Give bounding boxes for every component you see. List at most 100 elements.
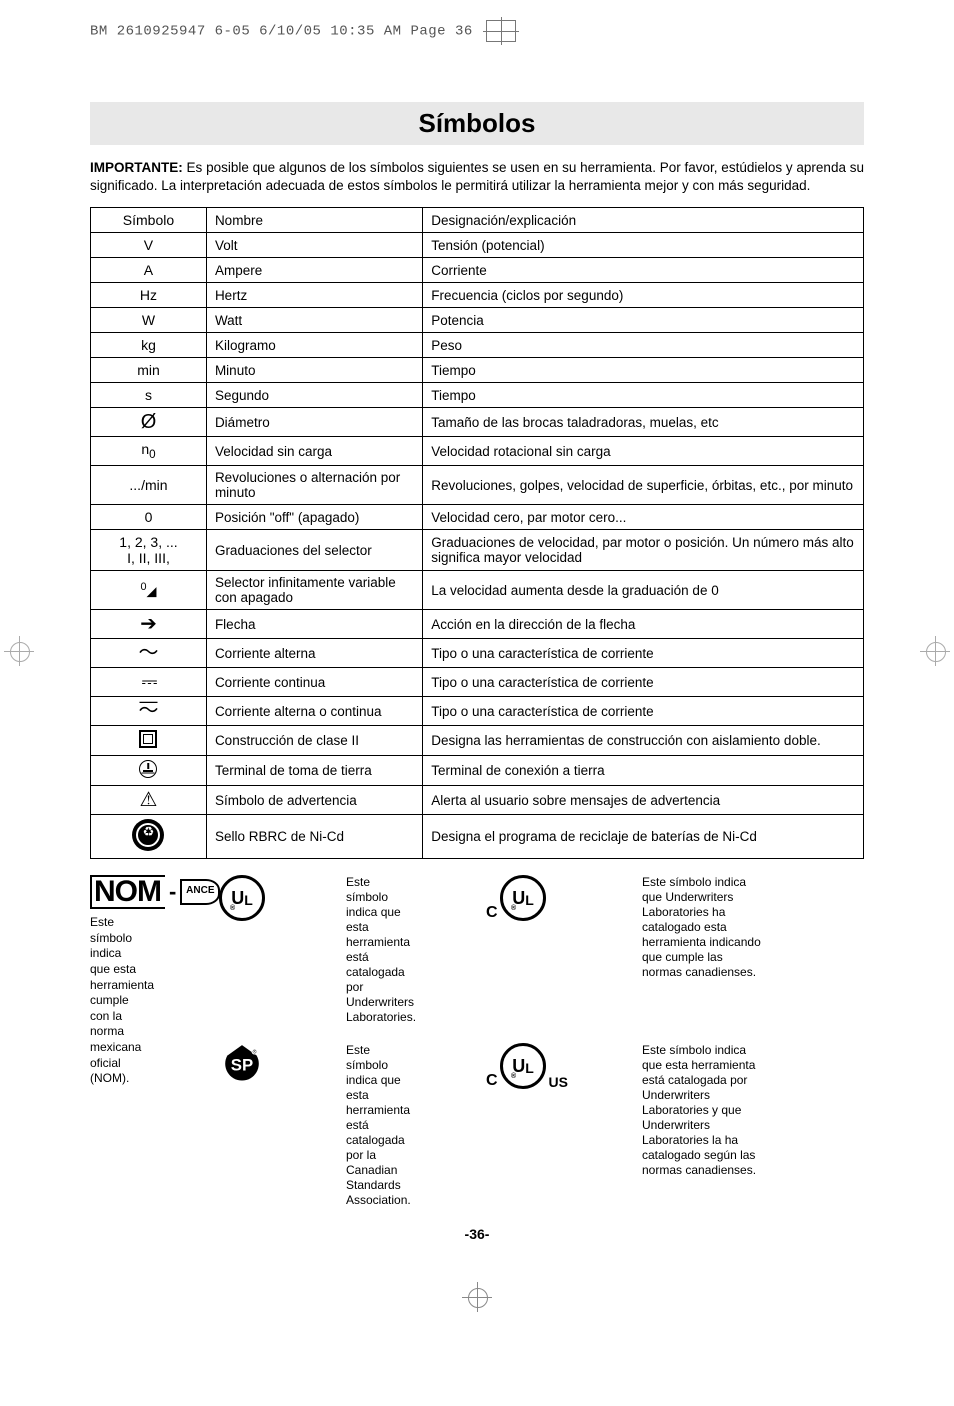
table-row: AAmpereCorriente — [91, 258, 864, 283]
crop-mark-bottom-icon — [462, 1282, 492, 1312]
name-cell: Kilogramo — [206, 333, 422, 358]
cul-icon: C UL® — [500, 875, 546, 921]
intro-bold: IMPORTANTE: — [90, 160, 183, 175]
name-cell: Corriente alterna o continua — [206, 697, 422, 726]
table-row: ⚠Símbolo de advertenciaAlerta al usuario… — [91, 786, 864, 815]
desc-cell: Velocidad rotacional sin carga — [423, 437, 864, 466]
table-row: 1, 2, 3, ...I, II, III,Graduaciones del … — [91, 530, 864, 571]
table-row: 〜—Corriente alterna o continuaTipo o una… — [91, 697, 864, 726]
symbol-cell: 0 — [91, 505, 207, 530]
desc-cell: Potencia — [423, 308, 864, 333]
symbol-cell: Ø — [91, 408, 207, 437]
symbols-table: Símbolo Nombre Designación/explicación V… — [90, 207, 864, 859]
table-row: Terminal de toma de tierraTerminal de co… — [91, 756, 864, 786]
desc-cell: Acción en la dirección de la flecha — [423, 610, 864, 639]
name-cell: Corriente alterna — [206, 639, 422, 668]
name-cell: Hertz — [206, 283, 422, 308]
name-cell: Sello RBRC de Ni-Cd — [206, 815, 422, 859]
col-header-name: Nombre — [206, 208, 422, 233]
col-header-symbol: Símbolo — [91, 208, 207, 233]
culus-desc: Este símbolo indica que esta herramienta… — [642, 1043, 762, 1178]
svg-text:SP: SP — [231, 1056, 253, 1075]
csa-desc: Este símbolo indica que esta herramienta… — [346, 1043, 404, 1208]
desc-cell: Tiempo — [423, 358, 864, 383]
nom-leaf-icon: ANCE — [180, 879, 220, 905]
intro-paragraph: IMPORTANTE: Es posible que algunos de lo… — [90, 159, 864, 195]
culus-logo: C UL® US — [418, 1043, 628, 1089]
name-cell: Graduaciones del selector — [206, 530, 422, 571]
culus-icon: C UL® US — [500, 1043, 546, 1089]
table-row: 0Posición "off" (apagado)Velocidad cero,… — [91, 505, 864, 530]
name-cell: Símbolo de advertencia — [206, 786, 422, 815]
table-row: WWattPotencia — [91, 308, 864, 333]
symbol-cell: 〜 — [91, 639, 207, 668]
name-cell: Revoluciones o alternación por minuto — [206, 466, 422, 505]
csa-logo: SP ® — [152, 1043, 332, 1085]
name-cell: Posición "off" (apagado) — [206, 505, 422, 530]
table-row: kgKilogramoPeso — [91, 333, 864, 358]
logos-grid: UL® Este símbolo indica que esta herrami… — [90, 875, 864, 1208]
symbol-cell: .../min — [91, 466, 207, 505]
symbol-cell — [91, 726, 207, 756]
desc-cell: Tamaño de las brocas taladradoras, muela… — [423, 408, 864, 437]
desc-cell: Tipo o una característica de corriente — [423, 697, 864, 726]
table-row: Sello RBRC de Ni-CdDesigna el programa d… — [91, 815, 864, 859]
table-row: ⎓Corriente continuaTipo o una caracterís… — [91, 668, 864, 697]
desc-cell: Tipo o una característica de corriente — [423, 639, 864, 668]
desc-cell: Tiempo — [423, 383, 864, 408]
table-row: .../minRevoluciones o alternación por mi… — [91, 466, 864, 505]
symbol-cell: kg — [91, 333, 207, 358]
table-body: VVoltTensión (potencial)AAmpereCorriente… — [91, 233, 864, 859]
header-text: BM 2610925947 6-05 6/10/05 10:35 AM Page… — [90, 24, 473, 40]
desc-cell: Revoluciones, golpes, velocidad de super… — [423, 466, 864, 505]
title-band: Símbolos — [90, 102, 864, 145]
symbol-cell: Hz — [91, 283, 207, 308]
table-row: sSegundoTiempo — [91, 383, 864, 408]
csa-icon: SP ® — [221, 1043, 263, 1085]
ul-icon: UL® — [219, 875, 265, 921]
name-cell: Segundo — [206, 383, 422, 408]
nom-desc: Este símbolo indica que esta herramienta… — [90, 915, 138, 1087]
ul-desc: Este símbolo indica que esta herramienta… — [346, 875, 404, 1025]
name-cell: Construcción de clase II — [206, 726, 422, 756]
intro-rest: Es posible que algunos de los símbolos s… — [90, 160, 864, 193]
crop-mark-left-icon — [4, 636, 34, 666]
name-cell: Terminal de toma de tierra — [206, 756, 422, 786]
symbol-cell: 〜— — [91, 697, 207, 726]
nom-text: NOM — [90, 875, 165, 909]
table-row: HzHertzFrecuencia (ciclos por segundo) — [91, 283, 864, 308]
cul-desc: Este símbolo indica que Underwriters Lab… — [642, 875, 762, 980]
svg-text:®: ® — [253, 1049, 257, 1056]
page: BM 2610925947 6-05 6/10/05 10:35 AM Page… — [0, 0, 954, 1302]
cul-logo: C UL® — [418, 875, 628, 921]
nom-logo: NOM - ANCE — [90, 875, 220, 909]
table-row: 0◢Selector infinitamente variable con ap… — [91, 571, 864, 610]
name-cell: Velocidad sin carga — [206, 437, 422, 466]
name-cell: Ampere — [206, 258, 422, 283]
page-number: -36- — [90, 1226, 864, 1242]
name-cell: Selector infinitamente variable con apag… — [206, 571, 422, 610]
name-cell: Diámetro — [206, 408, 422, 437]
desc-cell: Designa las herramientas de construcción… — [423, 726, 864, 756]
nom-dash-icon: - — [169, 878, 176, 906]
symbol-cell: ➔ — [91, 610, 207, 639]
crop-mark-right-icon — [920, 636, 950, 666]
symbol-cell: n0 — [91, 437, 207, 466]
print-header: BM 2610925947 6-05 6/10/05 10:35 AM Page… — [90, 20, 864, 42]
desc-cell: La velocidad aumenta desde la graduación… — [423, 571, 864, 610]
table-row: 〜Corriente alternaTipo o una característ… — [91, 639, 864, 668]
nom-block: NOM - ANCE Este símbolo indica que esta … — [90, 875, 138, 1087]
name-cell: Flecha — [206, 610, 422, 639]
page-title: Símbolos — [90, 108, 864, 139]
table-row: VVoltTensión (potencial) — [91, 233, 864, 258]
symbol-cell: s — [91, 383, 207, 408]
symbol-cell: 1, 2, 3, ...I, II, III, — [91, 530, 207, 571]
table-row: Construcción de clase IIDesigna las herr… — [91, 726, 864, 756]
name-cell: Watt — [206, 308, 422, 333]
symbol-cell: min — [91, 358, 207, 383]
table-head: Símbolo Nombre Designación/explicación — [91, 208, 864, 233]
desc-cell: Tipo o una característica de corriente — [423, 668, 864, 697]
symbol-cell: ⚠ — [91, 786, 207, 815]
desc-cell: Designa el programa de reciclaje de bate… — [423, 815, 864, 859]
name-cell: Volt — [206, 233, 422, 258]
